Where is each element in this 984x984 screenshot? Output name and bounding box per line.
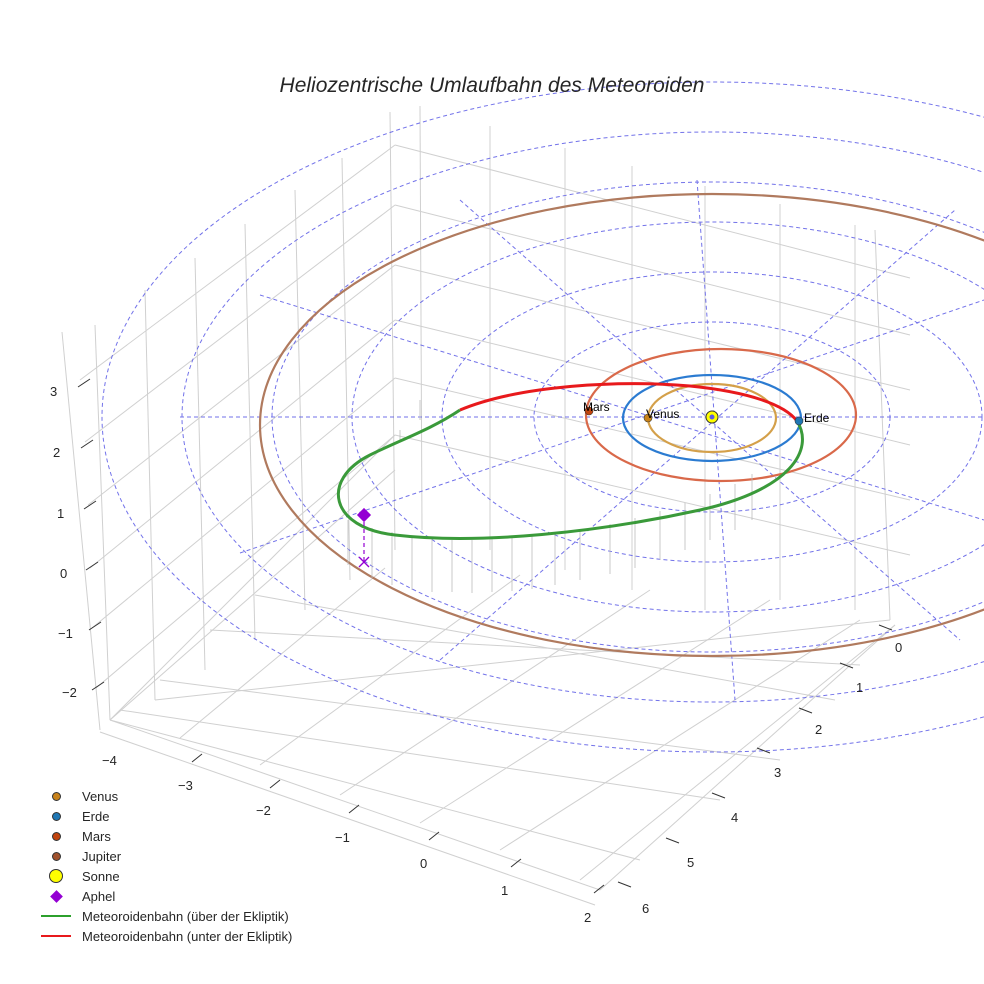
jupiter-dot-icon: [51, 851, 61, 861]
legend-label: Erde: [82, 808, 110, 824]
planet-orbits: [259, 192, 984, 658]
erde-dot-icon: [51, 811, 61, 821]
z-tick: 1: [57, 506, 64, 521]
z-tick: −1: [58, 626, 73, 641]
tick-marks: [77, 378, 893, 894]
legend-label: Jupiter: [82, 848, 122, 864]
x-tick: −3: [178, 778, 193, 793]
mars-marker: [584, 406, 594, 416]
x-tick: −1: [335, 830, 350, 845]
legend-item-orbit-above: Meteoroidenbahn (über der Ekliptik): [38, 906, 292, 926]
y-tick: 4: [731, 810, 738, 825]
jupiter-orbit: [259, 192, 984, 658]
x-tick: −2: [256, 803, 271, 818]
x-tick: 0: [420, 856, 427, 871]
legend-label: Meteoroidenbahn (unter der Ekliptik): [82, 928, 293, 944]
y-tick: 2: [815, 722, 822, 737]
legend-item-venus: Venus: [38, 786, 292, 806]
legend-label: Mars: [82, 828, 111, 844]
x-tick: 1: [501, 883, 508, 898]
aphel-marker: [356, 507, 372, 523]
legend-label: Meteoroidenbahn (über der Ekliptik): [82, 908, 289, 924]
legend-item-mars: Mars: [38, 826, 292, 846]
x-tick: −4: [102, 753, 117, 768]
mars-label: Mars: [583, 400, 610, 414]
z-tick: 2: [53, 445, 60, 460]
y-tick: 3: [774, 765, 781, 780]
legend-item-sonne: Sonne: [38, 866, 292, 886]
y-tick: 6: [642, 901, 649, 916]
mars-orbit: [584, 347, 858, 483]
diamond-icon: [49, 889, 63, 903]
legend-label: Aphel: [82, 888, 116, 904]
sonne-center-icon: [709, 414, 715, 420]
legend-item-jupiter: Jupiter: [38, 846, 292, 866]
ecliptic-grid: [101, 81, 984, 753]
z-tick: 0: [60, 566, 67, 581]
z-tick: −2: [62, 685, 77, 700]
venus-marker: [643, 413, 653, 423]
y-tick: 5: [687, 855, 694, 870]
meteoroid-orbit-above: [336, 408, 804, 540]
x-tick: 2: [584, 910, 591, 925]
venus-label: Venus: [646, 407, 679, 421]
erde-marker: [794, 416, 804, 426]
green-line-icon: [41, 915, 71, 917]
legend-item-erde: Erde: [38, 806, 292, 826]
erde-label: Erde: [804, 411, 830, 425]
legend: Venus Erde Mars Jupiter Sonne Aphel Mete…: [38, 786, 292, 946]
legend-item-aphel: Aphel: [38, 886, 292, 906]
y-tick: 1: [856, 680, 863, 695]
aphel-projection-x-icon: [358, 556, 370, 568]
z-tick: 3: [50, 384, 57, 399]
chart-title: Heliozentrische Umlaufbahn des Meteoroid…: [279, 74, 705, 97]
y-tick: 0: [895, 640, 902, 655]
red-line-icon: [41, 935, 71, 937]
legend-label: Venus: [82, 788, 119, 804]
venus-dot-icon: [51, 791, 61, 801]
sun-icon: [49, 869, 63, 883]
meteoroid-orbit-below: [459, 382, 799, 422]
legend-label: Sonne: [82, 868, 120, 884]
legend-item-orbit-below: Meteoroidenbahn (unter der Ekliptik): [38, 926, 292, 946]
mars-dot-icon: [51, 831, 61, 841]
